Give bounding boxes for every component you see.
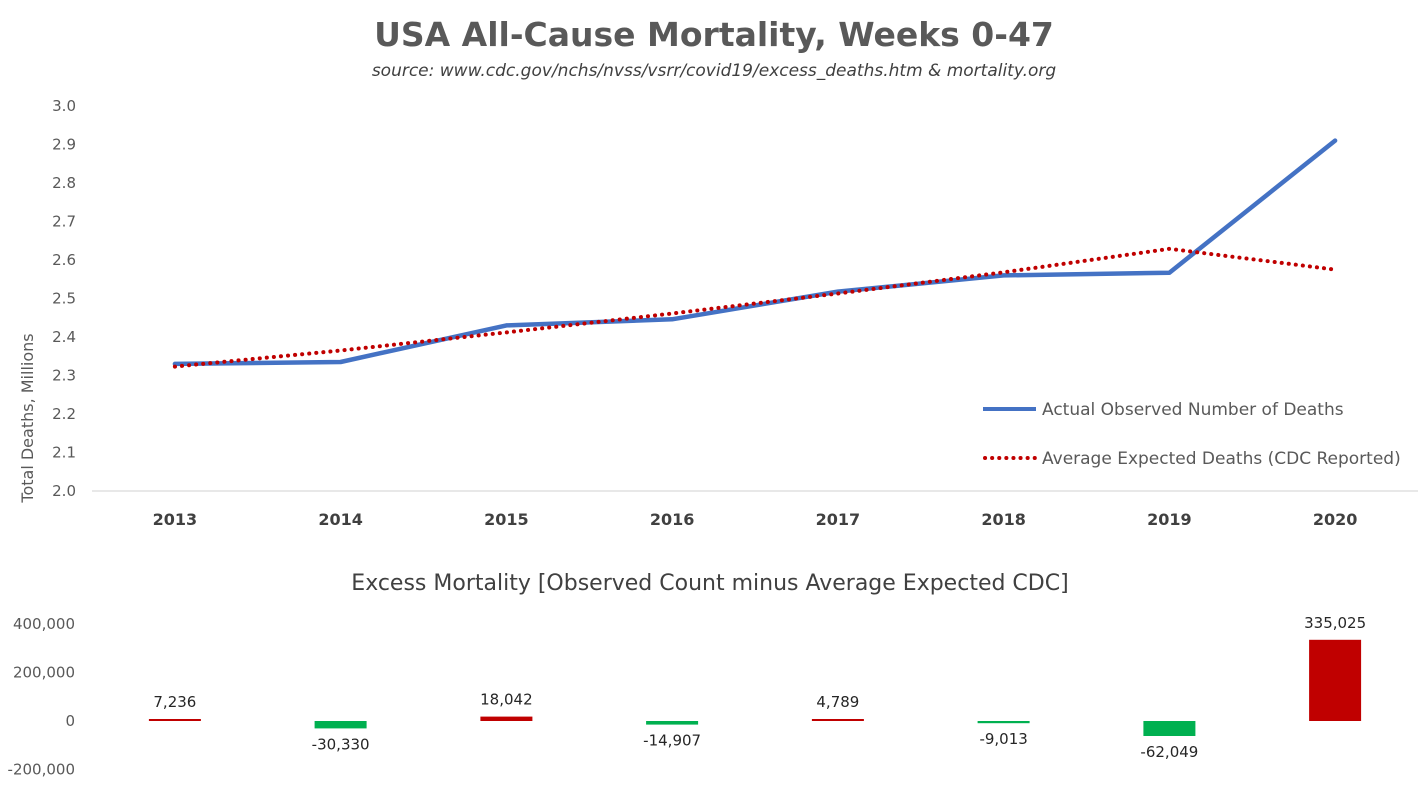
x-tick-label: 2016 (650, 510, 695, 529)
legend-label-expected: Average Expected Deaths (CDC Reported) (1042, 449, 1401, 469)
excess-y-tick-label: 0 (65, 712, 75, 730)
excess-y-tick-label: 400,000 (13, 615, 75, 633)
excess-y-tick-label: 200,000 (13, 664, 75, 682)
excess-data-label: -30,330 (312, 735, 370, 753)
y-axis-label: Total Deaths, Millions (18, 333, 37, 503)
excess-data-label: -14,907 (643, 732, 701, 750)
excess-bar (811, 719, 864, 721)
y-tick-label: 3.0 (52, 97, 76, 115)
y-tick-label: 2.2 (52, 405, 76, 423)
excess-bar (1309, 639, 1362, 721)
excess-bar (646, 721, 699, 725)
chart-subtitle: source: www.cdc.gov/nchs/nvss/vsrr/covid… (372, 61, 1057, 81)
excess-y-tick-label: -200,000 (8, 761, 75, 779)
expected-deaths-line (172, 246, 1338, 369)
excess-data-label: -62,049 (1140, 743, 1198, 761)
excess-data-label: -9,013 (979, 730, 1027, 748)
excess-bar (1143, 721, 1196, 736)
y-tick-label: 2.8 (52, 174, 76, 192)
x-tick-label: 2015 (484, 510, 529, 529)
series-lines (172, 138, 1338, 369)
x-tick-label: 2017 (816, 510, 861, 529)
x-ticks: 2013 2014 2015 2016 2017 2018 2019 2020 (153, 510, 1358, 529)
top-y-ticks: 2.0 2.1 2.2 2.3 2.4 2.5 2.6 2.7 2.8 2.9 3.0 (52, 97, 76, 500)
chart-title: USA All-Cause Mortality, Weeks 0-47 (374, 15, 1054, 54)
excess-data-label: 335,025 (1304, 614, 1366, 632)
excess-bar (148, 719, 201, 721)
legend-label-observed: Actual Observed Number of Deaths (1042, 400, 1344, 420)
y-tick-label: 2.6 (52, 251, 76, 269)
x-tick-label: 2020 (1313, 510, 1358, 529)
x-tick-label: 2014 (318, 510, 363, 529)
y-tick-label: 2.3 (52, 367, 76, 385)
excess-bar (977, 721, 1030, 724)
excess-y-ticks: -200,000 0 200,000 400,000 (8, 615, 75, 779)
x-tick-label: 2013 (153, 510, 198, 529)
y-tick-label: 2.0 (52, 482, 76, 500)
x-tick-label: 2019 (1147, 510, 1192, 529)
excess-data-label: 18,042 (480, 691, 533, 709)
excess-data-label: 7,236 (153, 693, 196, 711)
excess-chart-title: Excess Mortality [Observed Count minus A… (351, 571, 1068, 596)
excess-data-label: 4,789 (816, 693, 859, 711)
y-tick-label: 2.5 (52, 290, 76, 308)
excess-bars: 7,236 -30,330 18,042 -14,907 4,789 -9,013 -62,… (148, 614, 1366, 761)
x-tick-label: 2018 (981, 510, 1026, 529)
excess-bar (314, 721, 367, 729)
legend: Actual Observed Number of Deaths Average… (983, 400, 1401, 469)
observed-deaths-line (172, 138, 1338, 367)
y-tick-label: 2.4 (52, 328, 76, 346)
y-tick-label: 2.9 (52, 136, 76, 154)
excess-bar (480, 716, 533, 721)
y-tick-label: 2.7 (52, 213, 76, 231)
y-tick-label: 2.1 (52, 444, 76, 462)
